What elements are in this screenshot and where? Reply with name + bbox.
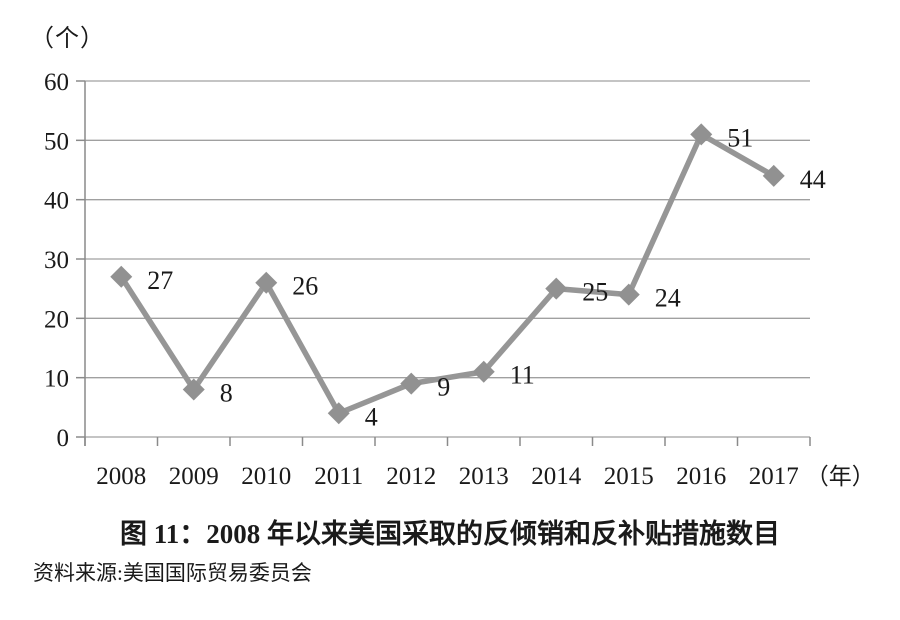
data-point-marker [327,402,350,425]
x-tick-label: 2012 [386,463,436,490]
data-point-label: 26 [292,272,318,301]
x-tick-label: 2016 [676,463,726,490]
data-point-marker [472,360,495,383]
data-point-marker [182,378,205,401]
x-tick-label: 2014 [531,463,582,490]
data-point-label: 27 [147,266,173,295]
x-tick-label: 2011 [314,463,363,490]
y-tick-label: 40 [44,188,69,215]
data-point-label: 24 [655,284,681,313]
data-point-label: 44 [800,165,826,194]
x-tick-label: 2009 [169,463,219,490]
data-point-label: 4 [365,402,378,431]
data-point-marker [617,283,640,306]
data-point-marker [762,164,785,187]
data-point-label: 25 [582,278,608,307]
y-tick-label: 30 [44,247,69,274]
figure-source: 资料来源:美国国际贸易委员会 [33,561,312,585]
x-axis-unit-label: （年） [806,464,875,489]
y-tick-label: 50 [44,128,69,155]
series-line [118,131,776,417]
data-point-marker [545,277,568,300]
data-point-marker [400,372,423,395]
figure-caption: 图 11：2008 年以来美国采取的反倾销和反补贴措施数目 [119,519,780,549]
x-tick-label: 2008 [96,463,146,490]
y-tick-label: 0 [57,425,70,452]
line-chart: 0 10 20 30 40 50 60 2008 2009 2010 2011 2012 2013 201… [44,69,875,490]
data-point-label: 11 [510,361,535,390]
x-tick-label: 2010 [241,463,291,490]
data-point-label: 8 [220,379,233,408]
x-tick-label: 2017 [749,463,799,490]
data-point-marker [255,271,278,294]
data-point-marker [690,123,713,146]
y-axis-unit-label: （个） [30,26,105,52]
y-tick-label: 20 [44,306,69,333]
x-tick-label: 2015 [604,463,654,490]
x-tick-label: 2013 [459,463,509,490]
data-point-label: 9 [437,373,450,402]
y-tick-label: 60 [44,69,69,96]
y-tick-label: 10 [44,366,69,393]
data-point-label: 51 [727,123,753,152]
data-point-marker [110,265,133,288]
